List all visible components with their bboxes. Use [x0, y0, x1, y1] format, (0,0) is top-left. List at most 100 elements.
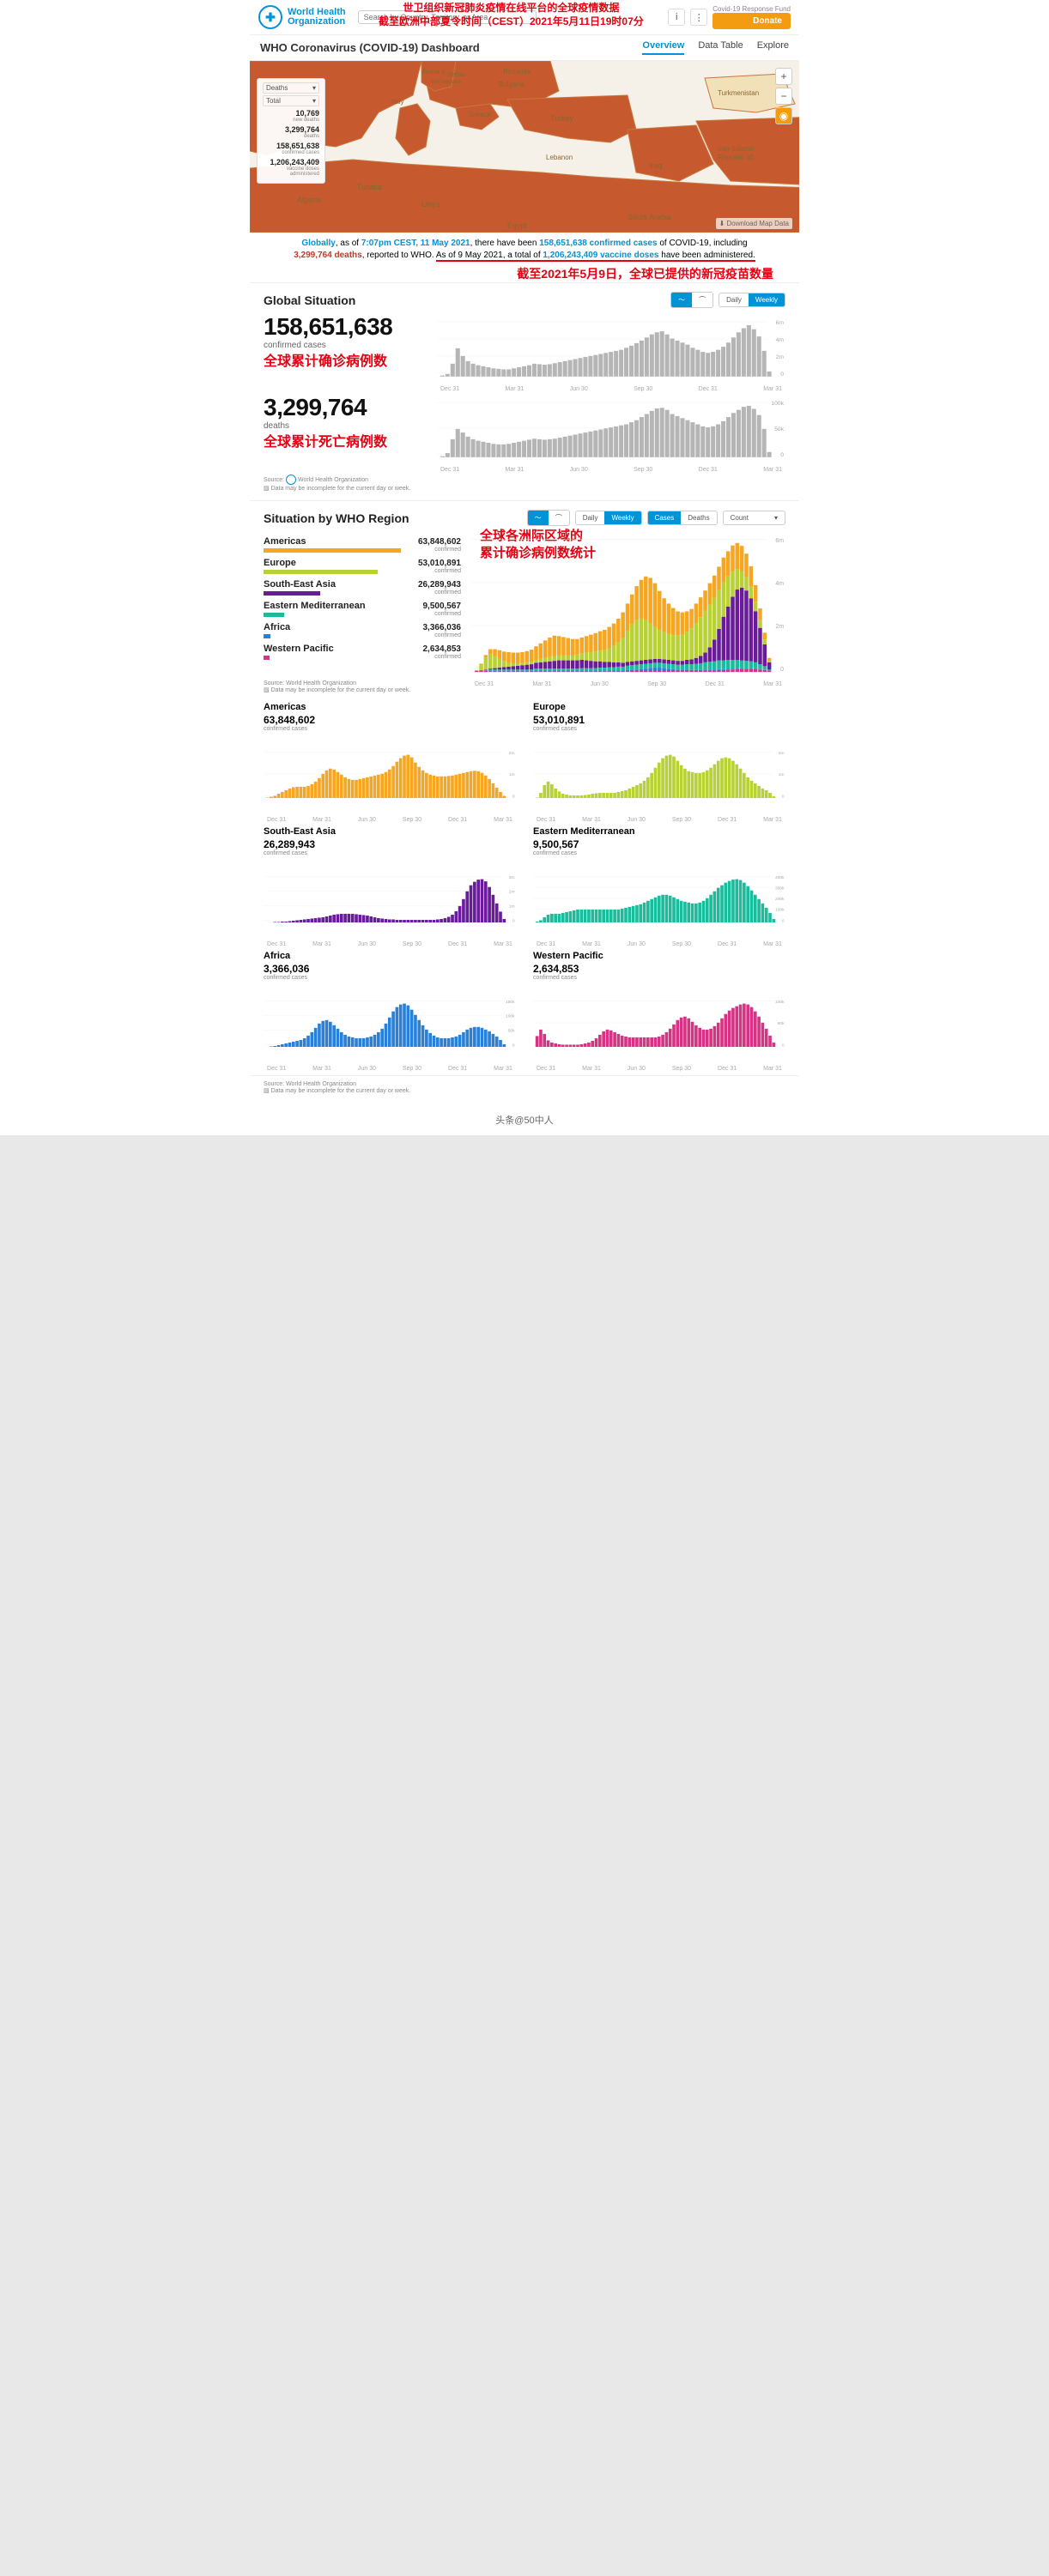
svg-text:Greece: Greece [469, 111, 492, 118]
svg-text:4m: 4m [776, 337, 785, 343]
svg-text:0: 0 [782, 1043, 785, 1048]
global-deaths-chart: 100k50k0 Dec 31Mar 31Jun 30Sep 30Dec 31M… [437, 394, 785, 463]
svg-text:Saudi Arabia: Saudi Arabia [628, 213, 671, 221]
search-input[interactable] [358, 10, 537, 24]
tab-data-table[interactable]: Data Table [698, 40, 743, 55]
who-logo[interactable]: ✚ World HealthOrganization [258, 5, 346, 29]
share-icon[interactable]: ⋮ [690, 9, 707, 26]
line-icon[interactable]: ⌒ [549, 511, 569, 525]
region-name: South-East Asia [264, 579, 401, 590]
map-scope-select[interactable]: Total▾ [263, 95, 319, 106]
tab-overview[interactable]: Overview [642, 40, 684, 55]
chart-type-toggle[interactable]: 〜 ⌒ [670, 292, 713, 308]
attribution: 头条@50中人 [250, 1104, 799, 1135]
mini-label: confirmed cases [533, 850, 785, 856]
mini-title: Eastern Mediterranean [533, 826, 785, 837]
svg-text:Egypt: Egypt [507, 221, 528, 230]
tab-explore[interactable]: Explore [757, 40, 789, 55]
mini-chart: 100k50k0 Dec 31Mar 31Jun 30Sep 30Dec 31M… [533, 984, 785, 1061]
svg-text:Iraq: Iraq [649, 161, 663, 170]
mini-africa: Africa 3,366,036 confirmed cases 150k100… [264, 951, 516, 1061]
svg-text:Herzegovina: Herzegovina [432, 80, 461, 85]
svg-text:0: 0 [782, 918, 785, 923]
toggle-daily[interactable]: Daily [719, 293, 749, 306]
mini-title: Americas [264, 702, 516, 712]
mini-western-pacific: Western Pacific 2,634,853 confirmed case… [533, 951, 785, 1061]
region-row[interactable]: South-East Asia 26,289,943confirmed [264, 579, 461, 596]
region-bar [264, 634, 270, 638]
metric-toggle[interactable]: CasesDeaths [647, 511, 718, 525]
region-row[interactable]: Eastern Mediterranean 9,500,567confirmed [264, 601, 461, 617]
region-row[interactable]: Europe 53,010,891confirmed [264, 558, 461, 574]
region-name: Americas [264, 536, 401, 547]
map-layers-icon[interactable]: ◉ [775, 107, 792, 124]
bars-icon[interactable]: 〜 [528, 511, 549, 525]
toggle-deaths[interactable]: Deaths [681, 511, 716, 524]
svg-text:3m: 3m [509, 875, 515, 880]
search-wrap [358, 10, 657, 24]
svg-text:Romania: Romania [503, 68, 531, 76]
global-cases-number: 158,651,638 [264, 313, 427, 341]
svg-text:6m: 6m [776, 320, 785, 326]
svg-text:Bosnia a.: Bosnia a. [421, 70, 446, 76]
region-row[interactable]: Africa 3,366,036confirmed [264, 622, 461, 638]
region-name: Western Pacific [264, 644, 401, 654]
mini-label: confirmed cases [533, 726, 785, 732]
time-toggle[interactable]: DailyWeekly [719, 293, 785, 307]
count-select[interactable]: Count▾ [723, 511, 785, 525]
global-title: Global Situation [264, 293, 355, 307]
toggle-daily[interactable]: Daily [576, 511, 605, 524]
toggle-weekly[interactable]: Weekly [604, 511, 640, 524]
chart-type-toggle[interactable]: 〜 ⌒ [527, 510, 570, 526]
source-note: Source: World Health Organization ▨ Data… [264, 475, 785, 492]
svg-text:Italy: Italy [391, 98, 404, 106]
summary-text: Globally, as of 7:07pm CEST, 11 May 2021… [250, 233, 799, 267]
mini-chart: 150k100k50k0 Dec 31Mar 31Jun 30Sep 30Dec… [264, 984, 516, 1061]
fund-link[interactable]: Covid-19 Response Fund [712, 5, 791, 13]
mini-title: Western Pacific [533, 951, 785, 961]
mini-number: 2,634,853 [533, 963, 785, 975]
toggle-cases[interactable]: Cases [648, 511, 682, 524]
download-map-button[interactable]: ⬇ Download Map Data [716, 218, 792, 229]
time-toggle[interactable]: DailyWeekly [575, 511, 642, 525]
svg-text:2m: 2m [509, 890, 515, 895]
info-icon[interactable]: i [668, 9, 685, 26]
world-map[interactable]: Greece Turkey Italy Bosnia a. Serbia Her… [250, 61, 799, 233]
mini-title: Europe [533, 702, 785, 712]
region-row[interactable]: Western Pacific 2,634,853confirmed [264, 644, 461, 660]
bars-icon[interactable]: 〜 [671, 293, 692, 307]
svg-text:1m: 1m [509, 772, 515, 777]
mini-number: 63,848,602 [264, 714, 516, 726]
svg-text:0: 0 [512, 918, 515, 923]
mini-eastern-mediterranean: Eastern Mediterranean 9,500,567 confirme… [533, 826, 785, 937]
svg-text:0: 0 [782, 794, 785, 799]
svg-text:Tunisia: Tunisia [357, 183, 382, 191]
donate-button[interactable]: Donate [712, 13, 791, 29]
region-bar [264, 613, 284, 617]
region-list: Americas 63,848,602confirmed Europe 53,0… [264, 531, 461, 665]
footer-source: Source: World Health Organization▨ Data … [250, 1075, 799, 1104]
map-metric-select[interactable]: Deaths▾ [263, 82, 319, 94]
svg-text:0: 0 [512, 794, 515, 799]
who-globe-icon: ✚ [258, 5, 282, 29]
annotation-deaths: 全球累计死亡病例数 [264, 430, 387, 450]
svg-text:6m: 6m [775, 538, 784, 544]
region-name: Africa [264, 622, 401, 632]
svg-text:100k: 100k [771, 401, 784, 407]
region-bar [264, 548, 401, 553]
svg-text:Bulgaria: Bulgaria [499, 81, 524, 88]
regions-title: Situation by WHO Region [264, 511, 409, 525]
region-row[interactable]: Americas 63,848,602confirmed [264, 536, 461, 553]
mini-chart: 400k300k200k100k0 Dec 31Mar 31Jun 30Sep … [533, 860, 785, 937]
svg-text:300k: 300k [775, 886, 785, 892]
svg-text:400k: 400k [775, 875, 785, 880]
region-bar [264, 570, 378, 574]
svg-text:2m: 2m [779, 751, 785, 756]
zoom-out-icon[interactable]: − [775, 88, 792, 105]
global-cases-chart: 6m4m2m0 Dec 31Mar 31Jun 30Sep 30Dec 31Ma… [437, 313, 785, 382]
svg-text:50k: 50k [774, 426, 785, 432]
zoom-in-icon[interactable]: + [775, 68, 792, 85]
line-icon[interactable]: ⌒ [692, 293, 712, 307]
svg-text:150k: 150k [506, 1000, 515, 1005]
toggle-weekly[interactable]: Weekly [749, 293, 785, 306]
